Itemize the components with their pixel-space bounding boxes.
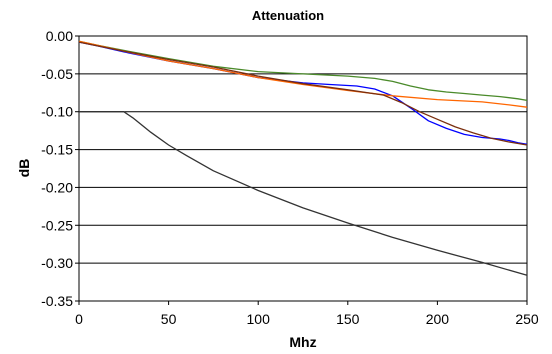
y-tick-label: -0.20 (41, 179, 73, 195)
y-axis-title: dB (16, 159, 32, 178)
series-line-5 (79, 111, 528, 276)
x-tick-labels: 0 50 100 150 200 250 (75, 311, 539, 327)
y-tick-label: 0.00 (46, 28, 73, 44)
x-tick-label: 100 (247, 311, 271, 327)
y-tick-label: -0.15 (41, 142, 73, 158)
y-tick-labels: 0.00 -0.05 -0.10 -0.15 -0.20 -0.25 -0.30 -0.35 (41, 28, 73, 309)
y-tick-label: -0.30 (41, 255, 73, 271)
x-tick-label: 200 (426, 311, 450, 327)
x-axis-title: Mhz (289, 334, 316, 350)
series-line-4 (78, 41, 528, 146)
plot-frame (78, 35, 528, 302)
y-tick-label: -0.35 (41, 293, 73, 309)
x-tick-label: 50 (161, 311, 177, 327)
y-tick-label: -0.10 (41, 104, 73, 120)
series-line-2 (78, 40, 528, 102)
y-tick-label: -0.05 (41, 66, 73, 82)
x-tick-label: 250 (515, 311, 539, 327)
x-tick-label: 150 (336, 311, 360, 327)
y-tick-label: -0.25 (41, 217, 73, 233)
chart-title: Attenuation (252, 8, 324, 23)
x-tick-label: 0 (75, 311, 83, 327)
data-series (78, 40, 528, 276)
